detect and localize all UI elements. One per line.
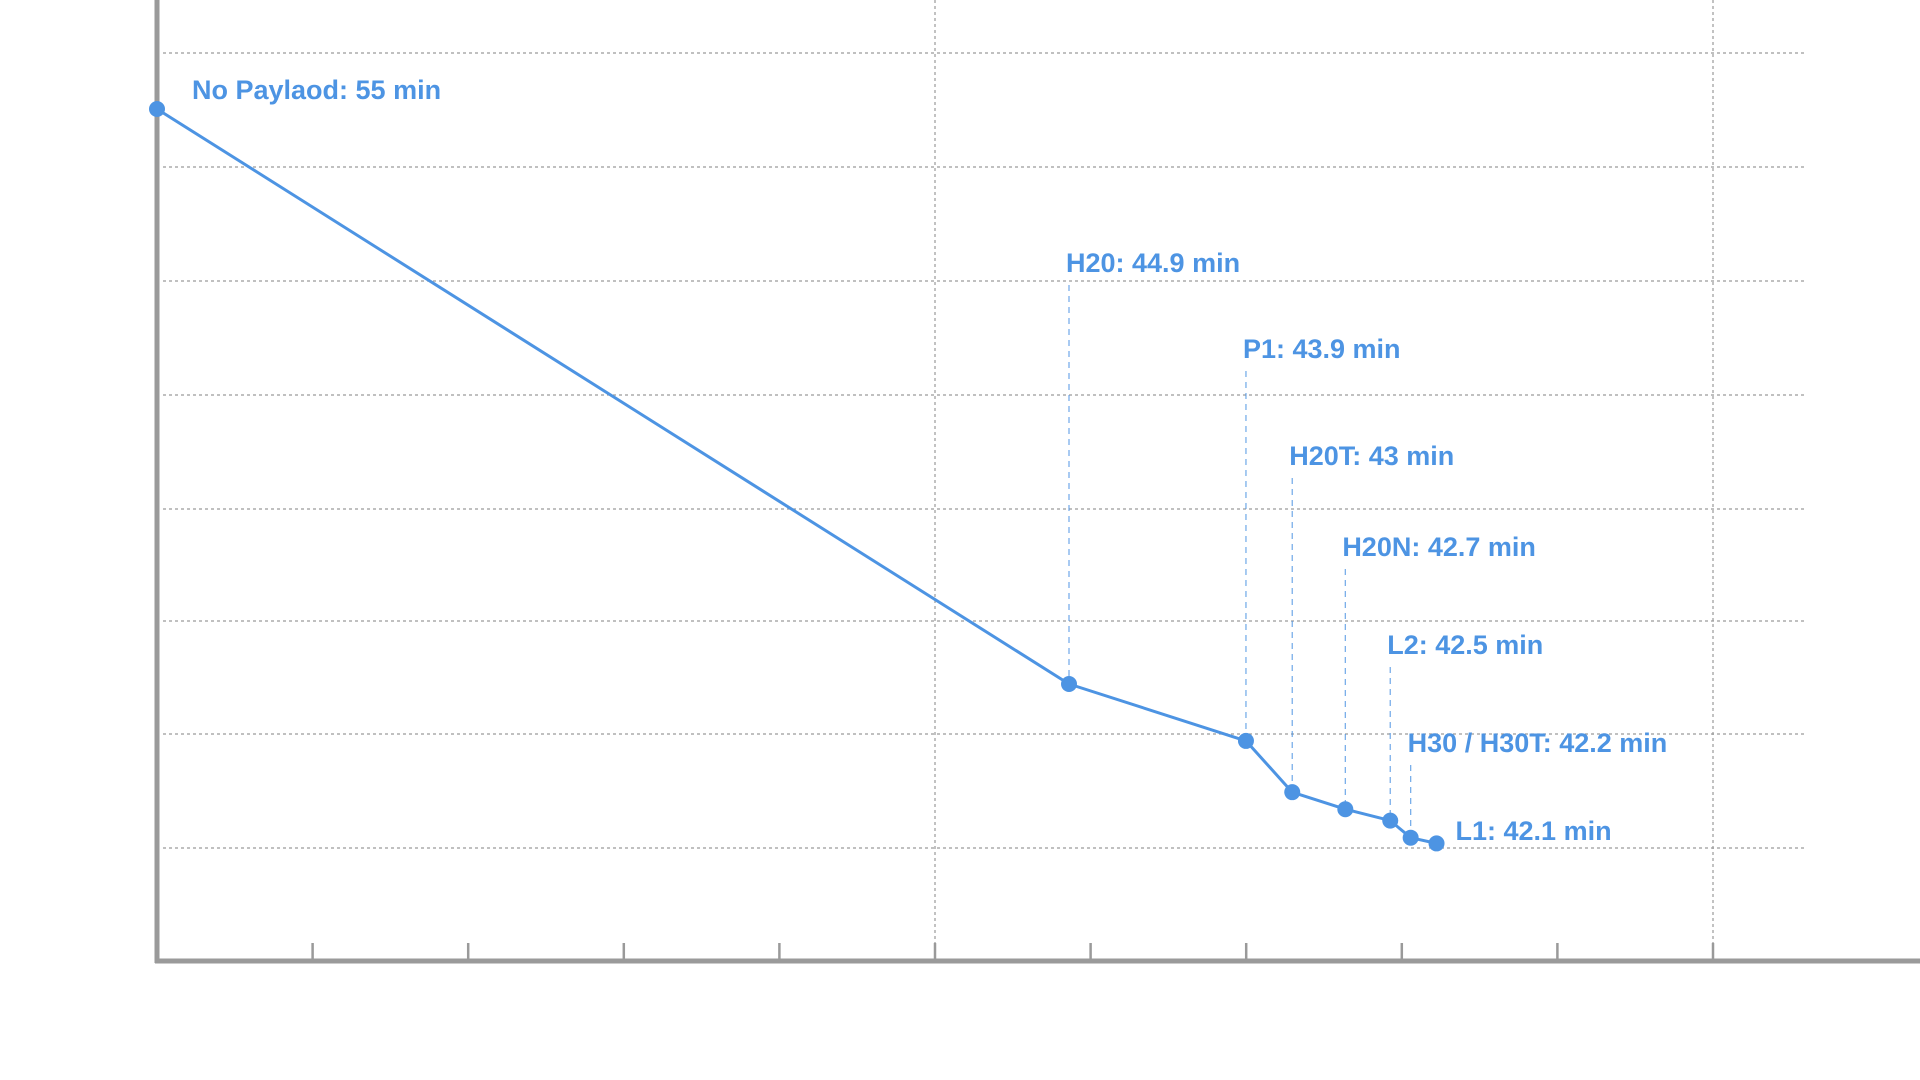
data-label-6: H30 / H30T: 42.2 min	[1408, 728, 1668, 758]
data-point-1	[1061, 676, 1078, 692]
data-point-0	[149, 101, 165, 117]
data-point-7	[1428, 835, 1445, 852]
data-point-3	[1284, 784, 1301, 801]
data-label-5: L2: 42.5 min	[1387, 630, 1543, 660]
data-labels: No Paylaod: 55 min H20: 44.9 min P1: 43.9 …	[192, 75, 1667, 846]
axes	[154, 0, 1920, 964]
grid-lines	[163, 0, 1805, 961]
data-label-2: P1: 43.9 min	[1243, 334, 1401, 364]
data-point-2	[1237, 732, 1254, 749]
data-label-4: H20N: 42.7 min	[1342, 532, 1536, 562]
data-label-0: No Paylaod: 55 min	[192, 75, 441, 105]
label-guide-lines	[1068, 285, 1412, 838]
data-label-1: H20: 44.9 min	[1066, 248, 1240, 278]
data-point-6	[1402, 829, 1419, 846]
data-point-5	[1382, 812, 1399, 829]
data-points	[149, 101, 1445, 852]
data-label-3: H20T: 43 min	[1289, 441, 1454, 471]
data-label-7: L1: 42.1 min	[1456, 816, 1612, 846]
data-point-4	[1337, 801, 1354, 818]
